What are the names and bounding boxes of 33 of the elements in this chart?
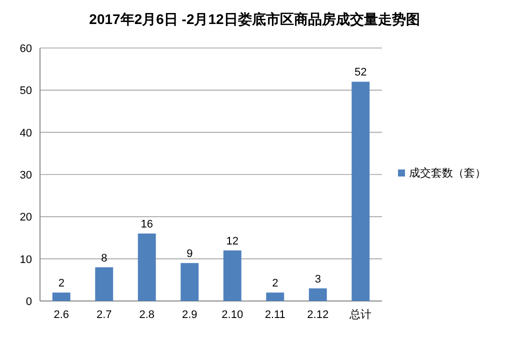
- data-label: 16: [140, 218, 153, 231]
- y-tick-label: 30: [20, 170, 32, 182]
- y-tick-label: 60: [20, 43, 32, 55]
- legend-label: 成交套数（套）: [409, 166, 486, 180]
- x-tick-label: 2.8: [139, 309, 155, 321]
- x-tick-label: 总计: [348, 308, 372, 321]
- y-tick-label: 50: [20, 85, 32, 98]
- y-tick-label: 20: [20, 212, 32, 224]
- data-label: 8: [101, 252, 108, 264]
- data-label: 2: [272, 278, 278, 290]
- x-tick-label: 2.12: [307, 309, 329, 321]
- bar: [308, 288, 327, 301]
- bar: [266, 292, 284, 301]
- bar: [52, 292, 70, 301]
- y-tick-label: 0: [26, 296, 32, 308]
- bar: [95, 267, 114, 301]
- x-tick-label: 2.10: [222, 309, 244, 321]
- data-label: 12: [226, 235, 238, 248]
- y-tick-label: 10: [20, 254, 32, 266]
- data-label: 2: [58, 278, 64, 290]
- x-tick-label: 2.6: [54, 309, 70, 321]
- chart-title: 2017年2月6日 -2月12日娄底市区商品房成交量走势图: [89, 11, 420, 27]
- bar: [223, 250, 242, 301]
- x-tick-label: 2.11: [264, 309, 286, 321]
- bar: [352, 82, 370, 301]
- y-tick-label: 40: [20, 127, 32, 140]
- x-tick-label: 2.9: [182, 309, 198, 321]
- x-tick-label: 2.7: [96, 309, 112, 321]
- bar: [180, 263, 199, 301]
- data-label: 3: [314, 273, 321, 286]
- bar: [138, 234, 156, 301]
- data-label: 52: [354, 66, 367, 79]
- data-label: 9: [186, 248, 193, 260]
